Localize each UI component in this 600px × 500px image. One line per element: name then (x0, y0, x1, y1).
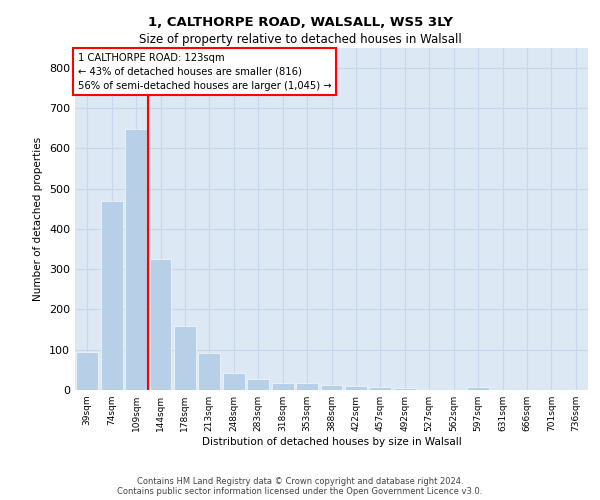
Bar (223, 372, 245, 390)
Bar (149, 259, 172, 390)
Bar (370, 387, 391, 390)
Bar (199, 352, 220, 390)
Y-axis label: Number of detached properties: Number of detached properties (34, 136, 43, 301)
Bar (467, 387, 489, 390)
Text: 1 CALTHORPE ROAD: 123sqm
← 43% of detached houses are smaller (816)
56% of semi-: 1 CALTHORPE ROAD: 123sqm ← 43% of detach… (77, 52, 331, 90)
Bar (125, 129, 147, 390)
Bar (247, 379, 269, 390)
Bar (296, 383, 318, 390)
Text: Contains HM Land Registry data © Crown copyright and database right 2024.
Contai: Contains HM Land Registry data © Crown c… (118, 476, 482, 496)
Text: Size of property relative to detached houses in Walsall: Size of property relative to detached ho… (139, 32, 461, 46)
Bar (345, 386, 367, 390)
Bar (101, 200, 122, 390)
Bar (174, 326, 196, 390)
Bar (394, 388, 416, 390)
Bar (76, 352, 98, 390)
Bar (272, 382, 293, 390)
Bar (320, 385, 343, 390)
Text: 1, CALTHORPE ROAD, WALSALL, WS5 3LY: 1, CALTHORPE ROAD, WALSALL, WS5 3LY (148, 16, 452, 29)
X-axis label: Distribution of detached houses by size in Walsall: Distribution of detached houses by size … (202, 437, 461, 447)
